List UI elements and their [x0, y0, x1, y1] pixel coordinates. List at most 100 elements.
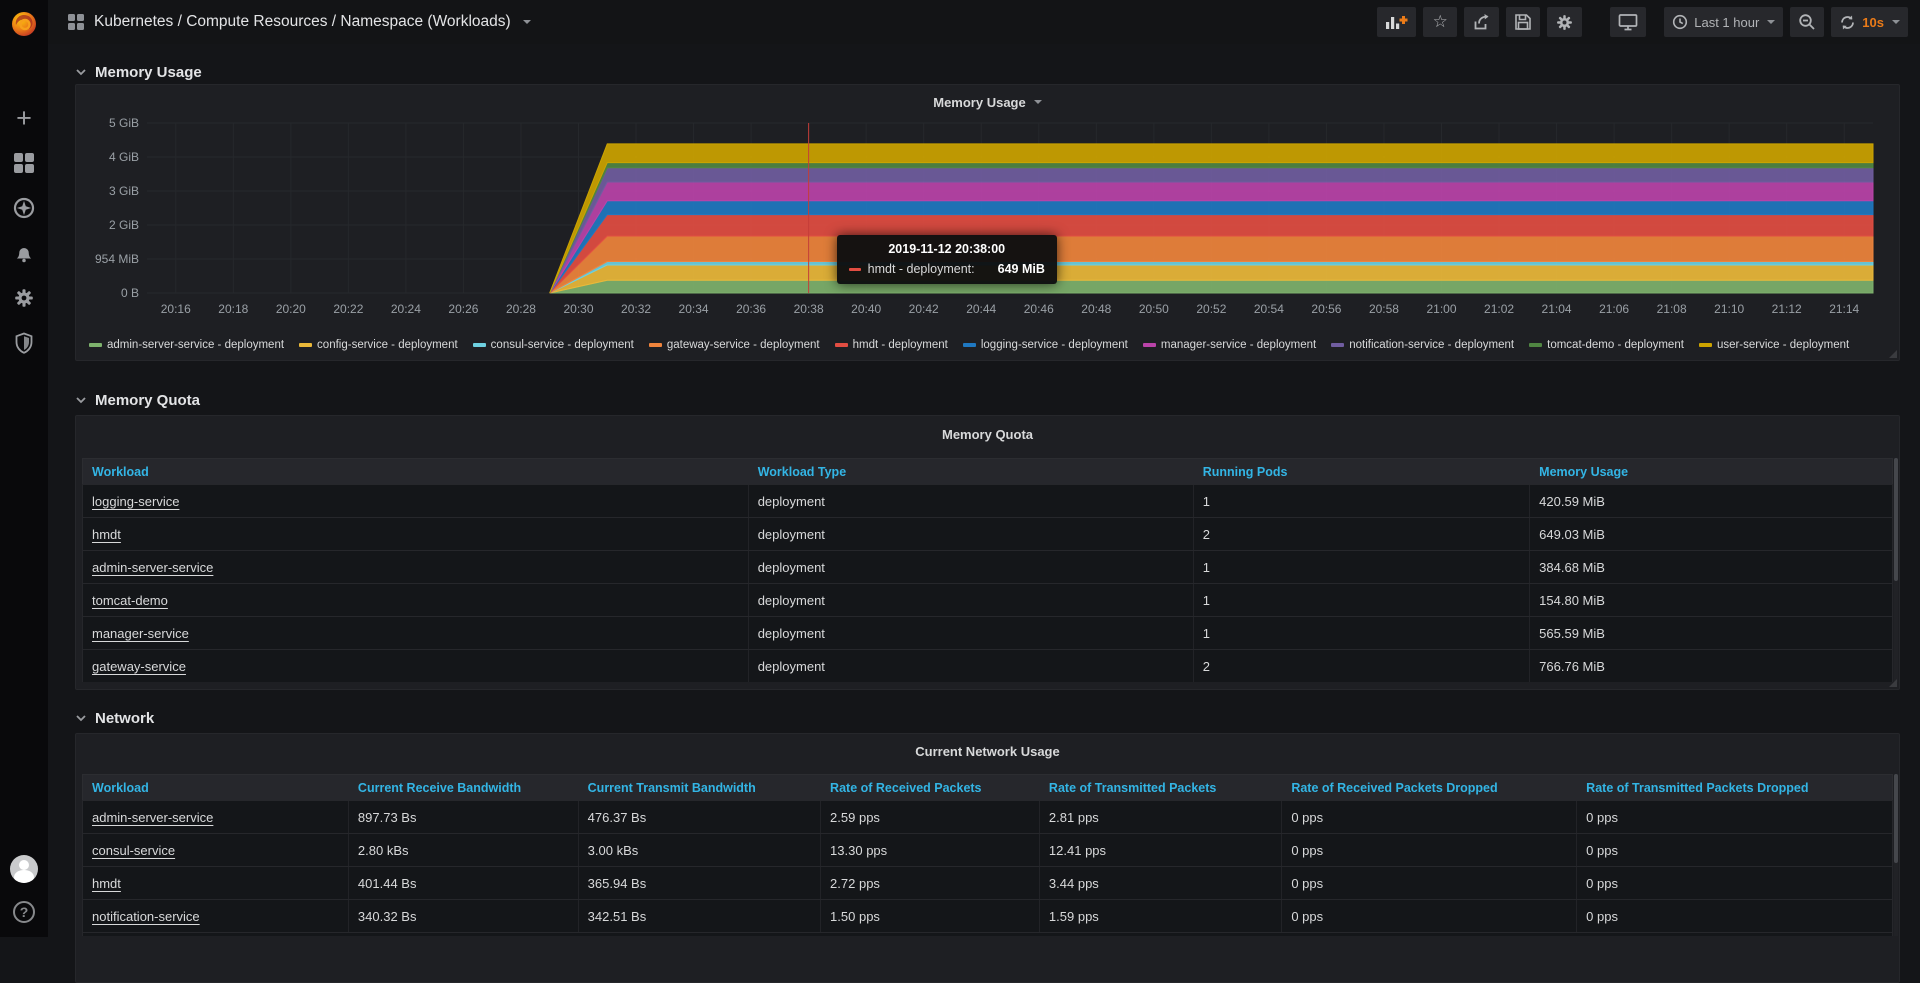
table-cell: 365.94 Bs: [588, 876, 647, 891]
table-cell: 420.59 MiB: [1539, 494, 1605, 509]
table-cell: 897.73 Bs: [358, 810, 417, 825]
table-cell: 340.32 Bs: [358, 909, 417, 924]
svg-text:21:08: 21:08: [1657, 302, 1687, 316]
legend-color-swatch: [89, 343, 102, 347]
tooltip-value: 649 MiB: [998, 262, 1045, 276]
workload-link[interactable]: consul-service: [92, 843, 175, 858]
table-scrollbar[interactable]: [1894, 458, 1898, 682]
grafana-logo[interactable]: [9, 8, 39, 38]
column-header[interactable]: Workload Type: [749, 465, 1194, 479]
refresh-picker[interactable]: 10s: [1831, 7, 1908, 37]
legend-color-swatch: [649, 343, 662, 347]
star-icon: ☆: [1433, 12, 1448, 32]
zoom-out-button[interactable]: [1790, 7, 1824, 37]
memory-usage-chart[interactable]: 0 B954 MiB2 GiB3 GiB4 GiB5 GiB20:1620:18…: [83, 115, 1892, 335]
svg-text:20:34: 20:34: [679, 302, 709, 316]
tooltip-series-color: [849, 268, 861, 271]
legend-item[interactable]: logging-service - deployment: [963, 339, 1128, 351]
legend-item[interactable]: notification-service - deployment: [1331, 339, 1514, 351]
svg-text:21:00: 21:00: [1426, 302, 1456, 316]
workload-link[interactable]: logging-service: [92, 494, 179, 509]
add-panel-button[interactable]: [1377, 7, 1416, 37]
add-icon[interactable]: +: [12, 106, 36, 130]
workload-link[interactable]: notification-service: [92, 909, 200, 924]
svg-text:20:56: 20:56: [1311, 302, 1341, 316]
column-header[interactable]: Memory Usage: [1530, 465, 1892, 479]
workload-link[interactable]: tomcat-demo: [92, 593, 168, 608]
table-scrollbar[interactable]: [1894, 774, 1898, 936]
table-row-partial: [82, 932, 1893, 936]
user-avatar[interactable]: [10, 855, 38, 883]
table-cell: 2: [1203, 659, 1210, 674]
table-cell: 1.50 pps: [830, 909, 880, 924]
column-header[interactable]: Rate of Received Packets: [821, 781, 1040, 795]
column-header[interactable]: Current Receive Bandwidth: [349, 781, 579, 795]
workload-link[interactable]: gateway-service: [92, 659, 186, 674]
table-cell: 3.44 pps: [1049, 876, 1099, 891]
legend-color-swatch: [1529, 343, 1542, 347]
table-cell: 12.41 pps: [1049, 843, 1106, 858]
dashboard-settings-button[interactable]: [1547, 7, 1582, 37]
memory-usage-panel-title[interactable]: Memory Usage: [83, 89, 1892, 115]
star-dashboard-button[interactable]: ☆: [1423, 7, 1457, 37]
table-row: consul-service2.80 kBs3.00 kBs13.30 pps1…: [82, 833, 1893, 866]
column-header[interactable]: Rate of Transmitted Packets Dropped: [1577, 781, 1892, 795]
legend-item[interactable]: admin-server-service - deployment: [89, 339, 284, 351]
svg-text:20:40: 20:40: [851, 302, 881, 316]
workload-link[interactable]: hmdt: [92, 876, 121, 891]
row-header-memory-usage[interactable]: Memory Usage: [75, 60, 1900, 84]
row-header-memory-quota[interactable]: Memory Quota: [75, 388, 1900, 412]
svg-text:20:44: 20:44: [966, 302, 996, 316]
table-cell: 3.00 kBs: [588, 843, 639, 858]
share-dashboard-button[interactable]: [1464, 7, 1499, 37]
legend-item[interactable]: config-service - deployment: [299, 339, 458, 351]
table-cell: 1.59 pps: [1049, 909, 1099, 924]
explore-compass-icon[interactable]: [12, 196, 36, 220]
help-icon[interactable]: ?: [13, 901, 35, 923]
table-cell: 766.76 MiB: [1539, 659, 1605, 674]
server-admin-shield-icon[interactable]: [12, 331, 36, 355]
table-cell: 0 pps: [1291, 810, 1323, 825]
column-header[interactable]: Rate of Received Packets Dropped: [1282, 781, 1577, 795]
network-panel-title[interactable]: Current Network Usage: [76, 734, 1899, 768]
memory-quota-panel-title[interactable]: Memory Quota: [76, 416, 1899, 452]
refresh-interval-label: 10s: [1862, 15, 1884, 30]
time-range-picker[interactable]: Last 1 hour: [1664, 7, 1783, 37]
table-row: gateway-service deployment 2 766.76 MiB: [82, 649, 1893, 682]
workload-link[interactable]: manager-service: [92, 626, 189, 641]
column-header[interactable]: Workload: [83, 465, 749, 479]
zoom-out-icon: [1798, 13, 1816, 31]
column-header[interactable]: Current Transmit Bandwidth: [579, 781, 821, 795]
network-panel: Current Network Usage WorkloadCurrent Re…: [75, 733, 1900, 983]
legend-item[interactable]: user-service - deployment: [1699, 339, 1849, 351]
legend-item[interactable]: tomcat-demo - deployment: [1529, 339, 1684, 351]
svg-text:20:46: 20:46: [1024, 302, 1054, 316]
table-cell: 401.44 Bs: [358, 876, 417, 891]
column-header[interactable]: Running Pods: [1194, 465, 1530, 479]
legend-item[interactable]: manager-service - deployment: [1143, 339, 1316, 351]
table-cell: deployment: [758, 626, 825, 641]
column-header[interactable]: Rate of Transmitted Packets: [1040, 781, 1282, 795]
workload-link[interactable]: hmdt: [92, 527, 121, 542]
dashboard-content: Memory Usage Memory Usage 0 B954 MiB2 Gi…: [48, 44, 1920, 937]
tv-mode-button[interactable]: [1610, 7, 1646, 37]
configuration-gear-icon[interactable]: [12, 286, 36, 310]
row-header-network[interactable]: Network: [75, 706, 1900, 730]
legend-item[interactable]: consul-service - deployment: [473, 339, 634, 351]
panel-resize-handle[interactable]: [1889, 679, 1897, 687]
legend-item[interactable]: gateway-service - deployment: [649, 339, 820, 351]
table-row: hmdt401.44 Bs365.94 Bs2.72 pps3.44 pps0 …: [82, 866, 1893, 899]
dashboard-title-dropdown[interactable]: Kubernetes / Compute Resources / Namespa…: [68, 13, 531, 31]
legend-item[interactable]: hmdt - deployment: [835, 339, 948, 351]
save-dashboard-button[interactable]: [1506, 7, 1540, 37]
dashboards-icon[interactable]: [12, 151, 36, 175]
workload-link[interactable]: admin-server-service: [92, 560, 213, 575]
table-row: manager-servicedeployment1565.59 MiB: [82, 616, 1893, 649]
panel-resize-handle[interactable]: [1889, 350, 1897, 358]
table-cell: deployment: [758, 659, 825, 674]
svg-text:20:38: 20:38: [794, 302, 824, 316]
alerting-bell-icon[interactable]: [12, 241, 36, 265]
column-header[interactable]: Workload: [83, 781, 349, 795]
legend-color-swatch: [1699, 343, 1712, 347]
workload-link[interactable]: admin-server-service: [92, 810, 213, 825]
